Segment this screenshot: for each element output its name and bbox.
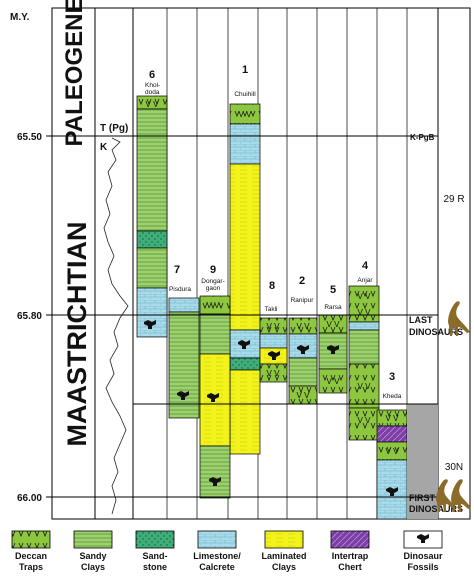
dinosaur-fossil-icon xyxy=(144,320,156,329)
svg-text:doda: doda xyxy=(145,89,160,96)
fossil-markers xyxy=(144,320,398,496)
trap-v-marks: V V xyxy=(386,414,400,423)
axis-title: M.Y. xyxy=(10,12,30,23)
svg-text:Laminated: Laminated xyxy=(261,551,306,561)
trap-v-marks: V V xyxy=(327,377,341,386)
column-ranipur xyxy=(288,317,318,405)
svg-text:Kheda: Kheda xyxy=(383,393,402,400)
tick-65.50: 65.50 xyxy=(17,132,42,143)
svg-text:2: 2 xyxy=(299,275,305,287)
svg-text:3: 3 xyxy=(389,371,395,383)
svg-text:Pisdura: Pisdura xyxy=(169,286,191,293)
trap-v-marks: V V xyxy=(327,320,341,329)
svg-text:Chert: Chert xyxy=(338,562,362,572)
svg-text:6: 6 xyxy=(149,69,155,81)
legend-swatch-intertrap-chert xyxy=(330,530,370,549)
svg-text:Anjar: Anjar xyxy=(357,277,373,284)
dinosaur-fossil-icon xyxy=(327,345,339,354)
svg-text:Dongar-: Dongar- xyxy=(201,278,224,285)
trap-v-marks: V V xyxy=(267,322,281,331)
first-dinosaurs-label-2: DINOSAURS xyxy=(409,504,463,514)
svg-text:Sand-: Sand- xyxy=(142,551,167,561)
time-lines xyxy=(52,135,438,498)
locality-labels: 6 Khol- doda 1 Chuihill 7 Pisdura 9 Dong… xyxy=(145,64,402,400)
chron-30n-label: 30N xyxy=(445,462,463,473)
trap-v-marks: V V xyxy=(386,447,400,456)
svg-text:Dinosaur: Dinosaur xyxy=(403,551,443,561)
dinosaur-fossil-icon xyxy=(207,393,219,402)
lithologic-log xyxy=(103,137,129,515)
column-anjar xyxy=(348,285,380,441)
trap-v-marks: V V xyxy=(267,369,281,378)
legend-swatch-deccan-traps xyxy=(11,530,51,549)
svg-text:9: 9 xyxy=(210,264,216,276)
svg-text:Ranipur: Ranipur xyxy=(291,297,315,304)
paleogene-label: PALEOGENE xyxy=(61,0,88,146)
kpg-boundary-label: K-PgB xyxy=(410,133,435,142)
svg-text:Calcrete: Calcrete xyxy=(199,562,235,572)
svg-text:Intertrap: Intertrap xyxy=(332,551,369,561)
svg-text:Rarsa: Rarsa xyxy=(324,304,342,311)
legend-swatch-sandy-clays xyxy=(73,530,113,549)
legend: Deccan Traps Sandy Clays Sand- stone Lim… xyxy=(11,530,443,572)
trap-v-marks: V V xyxy=(239,110,253,119)
tick-66.00: 66.00 xyxy=(17,493,42,504)
dinosaur-fossil-icon xyxy=(177,391,189,400)
column-pisdura xyxy=(168,297,200,419)
svg-text:Traps: Traps xyxy=(19,562,43,572)
trap-v-marks: V V xyxy=(297,322,311,331)
svg-text:1: 1 xyxy=(242,64,248,76)
first-dinosaurs-label-1: FIRST xyxy=(409,493,436,503)
svg-text:8: 8 xyxy=(269,280,275,292)
dinosaur-fossil-icon xyxy=(238,340,250,349)
last-dinosaurs-label-1: LAST xyxy=(409,315,433,325)
trap-v-marks: V V xyxy=(358,292,372,301)
k-label: K xyxy=(100,142,108,153)
legend-swatch-sandstone xyxy=(135,530,175,549)
svg-text:Clays: Clays xyxy=(81,562,105,572)
dinosaur-fossil-icon xyxy=(209,477,221,486)
last-dinosaurs-label-2: DINOSAURS xyxy=(409,327,463,337)
trap-v-marks: V V xyxy=(358,308,372,317)
legend-swatch-limestone xyxy=(197,530,237,549)
svg-text:Fossils: Fossils xyxy=(407,562,438,572)
trap-v-marks: V V xyxy=(146,100,160,109)
tick-65.80: 65.80 xyxy=(17,311,42,322)
svg-text:Sandy: Sandy xyxy=(79,551,106,561)
chron-30n-block xyxy=(407,404,438,519)
svg-text:gaon: gaon xyxy=(206,285,221,292)
svg-text:5: 5 xyxy=(330,284,336,296)
trap-v-marks: V V xyxy=(358,416,372,425)
legend-swatch-laminated-clays xyxy=(264,530,304,549)
svg-text:Takli: Takli xyxy=(264,306,277,313)
svg-text:4: 4 xyxy=(362,260,369,272)
svg-text:Limestone/: Limestone/ xyxy=(193,551,241,561)
column-khol-doda xyxy=(136,95,168,338)
column-kheda xyxy=(376,409,408,520)
svg-text:stone: stone xyxy=(143,562,167,572)
dinosaur-icon xyxy=(448,301,470,336)
trap-v-marks: V V xyxy=(358,382,372,391)
dinosaur-fossil-icon xyxy=(268,351,280,360)
dinosaur-icon xyxy=(436,479,471,512)
svg-text:Chuihill: Chuihill xyxy=(234,91,256,98)
svg-text:Clays: Clays xyxy=(272,562,296,572)
dinosaur-fossil-icon xyxy=(386,487,398,496)
svg-text:Deccan: Deccan xyxy=(15,551,47,561)
trap-v-marks: V V xyxy=(297,391,311,400)
maastrichtian-label: MAASTRICHTIAN xyxy=(62,222,92,447)
dinosaur-fossil-icon xyxy=(297,345,309,354)
tpg-label: T (Pg) xyxy=(100,123,128,134)
chron-29r-label: 29 R xyxy=(443,194,464,205)
trap-v-marks: V V xyxy=(207,301,221,310)
svg-text:7: 7 xyxy=(174,264,180,276)
axis-ticks xyxy=(46,135,52,498)
column-chuihill xyxy=(229,103,261,455)
svg-text:Khol-: Khol- xyxy=(145,82,160,89)
dinosaur-fossil-icon xyxy=(417,534,429,543)
